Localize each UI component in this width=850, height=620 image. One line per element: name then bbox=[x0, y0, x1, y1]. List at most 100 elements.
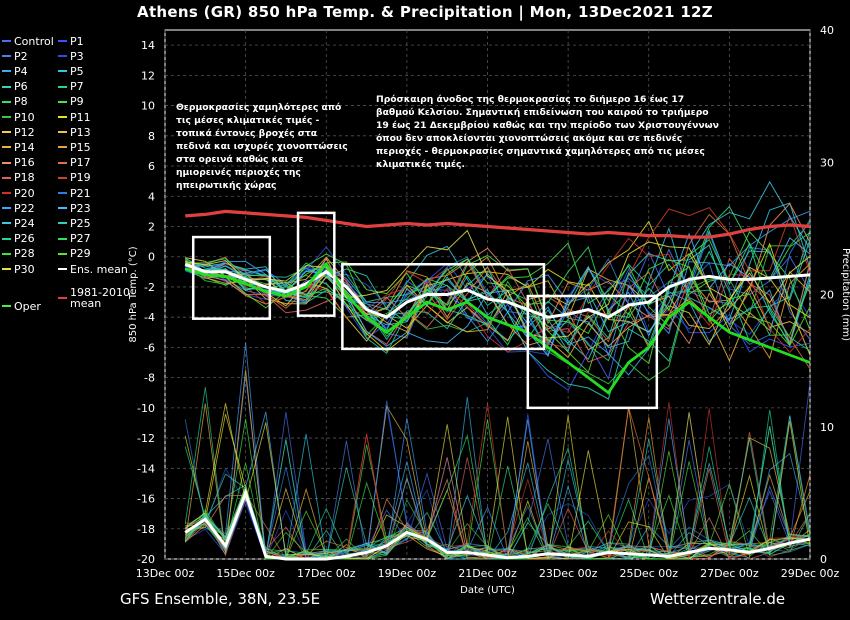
legend-swatch bbox=[2, 192, 11, 194]
legend-swatch bbox=[2, 237, 11, 240]
legend-label: P5 bbox=[70, 64, 84, 78]
legend-label: P25 bbox=[70, 216, 91, 230]
legend-swatch bbox=[58, 237, 67, 240]
y2-tick-label: 40 bbox=[820, 24, 834, 37]
precip-ens-mean-line bbox=[184, 488, 811, 561]
legend-entry: P12 bbox=[2, 125, 35, 138]
legend-swatch bbox=[2, 207, 11, 210]
legend-label: P23 bbox=[70, 201, 91, 215]
highlight-box bbox=[526, 294, 659, 410]
legend-swatch bbox=[2, 268, 11, 270]
highlight-box bbox=[341, 263, 546, 351]
legend-entry: P21 bbox=[58, 186, 91, 199]
legend-label: P16 bbox=[14, 156, 35, 170]
legend-swatch bbox=[58, 207, 67, 210]
chart-title: Athens (GR) 850 hPa Temp. & Precipitatio… bbox=[137, 3, 713, 21]
legend-swatch bbox=[58, 252, 67, 255]
y2-tick-label: 10 bbox=[820, 421, 834, 434]
member-temp-line bbox=[184, 250, 811, 355]
x-tick-label: 13Dec 00z bbox=[136, 567, 195, 580]
legend-entry: P19 bbox=[58, 171, 91, 184]
legend-entry: P5 bbox=[58, 64, 84, 77]
legend-label: P8 bbox=[14, 95, 28, 109]
series-line bbox=[184, 262, 811, 395]
legend-swatch bbox=[58, 161, 67, 164]
legend-swatch bbox=[2, 252, 11, 255]
legend-label: P17 bbox=[70, 156, 91, 170]
member-precip-line bbox=[184, 439, 811, 560]
x-tick-label: 21Dec 00z bbox=[458, 567, 517, 580]
member-precip-line bbox=[184, 403, 811, 560]
y2-tick-label: 0 bbox=[820, 553, 827, 566]
legend-entry: P23 bbox=[58, 201, 91, 214]
legend-swatch bbox=[2, 55, 11, 58]
legend-label: Ens. mean bbox=[70, 262, 128, 276]
legend-entry: P27 bbox=[58, 232, 91, 245]
legend-entry: P14 bbox=[2, 140, 35, 153]
y2-axis-label: Precipitation (mm) bbox=[840, 248, 850, 341]
legend-label: P2 bbox=[14, 49, 28, 63]
legend-label: P13 bbox=[70, 125, 91, 139]
legend-swatch bbox=[2, 131, 11, 134]
annotation-right: Πρόσκαιρη άνοδος της θερμοκρασίας το διή… bbox=[376, 94, 719, 170]
x-tick-label: 15Dec 00z bbox=[216, 567, 275, 580]
y-tick-label: 0 bbox=[148, 251, 155, 264]
legend-swatch bbox=[2, 85, 11, 88]
legend-label: P3 bbox=[70, 49, 84, 63]
legend-label: P24 bbox=[14, 216, 35, 230]
legend-entry: P9 bbox=[58, 95, 84, 108]
legend-label: P12 bbox=[14, 125, 35, 139]
member-precip-line bbox=[184, 461, 811, 561]
legend-swatch bbox=[2, 161, 11, 164]
legend-entry: P6 bbox=[2, 80, 28, 93]
legend-label: P29 bbox=[70, 247, 91, 261]
legend-swatch bbox=[58, 100, 67, 103]
legend-entry: P22 bbox=[2, 201, 35, 214]
legend-entry: P25 bbox=[58, 216, 91, 229]
member-temp-line bbox=[184, 206, 811, 349]
legend-swatch bbox=[58, 131, 67, 134]
x-tick-label: 17Dec 00z bbox=[297, 567, 356, 580]
legend-entry: P7 bbox=[58, 80, 84, 93]
x-tick-label: 29Dec 00z bbox=[781, 567, 840, 580]
legend-label: P28 bbox=[14, 247, 35, 261]
member-temp-line bbox=[185, 244, 811, 361]
series-line bbox=[184, 262, 811, 319]
legend-swatch bbox=[2, 146, 11, 149]
legend-entry: Ens. mean bbox=[58, 262, 128, 275]
legend-label: 1981-2010 mean bbox=[70, 286, 130, 310]
legend-label: P11 bbox=[70, 110, 91, 124]
legend-swatch bbox=[58, 40, 67, 42]
member-precip-line bbox=[184, 418, 811, 560]
legend-swatch bbox=[58, 55, 67, 58]
legend-label: Oper bbox=[14, 299, 41, 313]
legend-swatch bbox=[58, 85, 67, 88]
legend-label: P18 bbox=[14, 171, 35, 185]
y-tick-label: -12 bbox=[137, 432, 155, 445]
legend-label: P4 bbox=[14, 64, 28, 78]
legend-entry: P20 bbox=[2, 186, 35, 199]
legend-entry: P16 bbox=[2, 156, 35, 169]
legend-label: P7 bbox=[70, 80, 84, 94]
y-tick-label: -10 bbox=[137, 402, 155, 415]
y-tick-label: 10 bbox=[141, 100, 155, 113]
legend-label: P26 bbox=[14, 232, 35, 246]
legend-label: Control bbox=[14, 34, 54, 48]
legend-label: P22 bbox=[14, 201, 35, 215]
y-axis-label: 850 hPa Temp. (°C) bbox=[128, 246, 139, 342]
member-temp-line bbox=[184, 230, 811, 331]
legend-entry: Control bbox=[2, 34, 54, 47]
x-tick-label: 19Dec 00z bbox=[378, 567, 437, 580]
legend-entry: P24 bbox=[2, 216, 35, 229]
legend-label: P9 bbox=[70, 95, 84, 109]
y-tick-label: -2 bbox=[144, 281, 155, 294]
member-temp-line bbox=[185, 229, 811, 339]
model-info: GFS Ensemble, 38N, 23.5E bbox=[120, 590, 321, 608]
legend-swatch bbox=[58, 116, 67, 118]
member-precip-line bbox=[184, 400, 811, 560]
legend-entry: P28 bbox=[2, 247, 35, 260]
y-tick-label: -18 bbox=[137, 523, 155, 536]
y-tick-label: 14 bbox=[141, 39, 155, 52]
highlight-box bbox=[296, 211, 336, 317]
y-tick-label: 8 bbox=[148, 130, 155, 143]
